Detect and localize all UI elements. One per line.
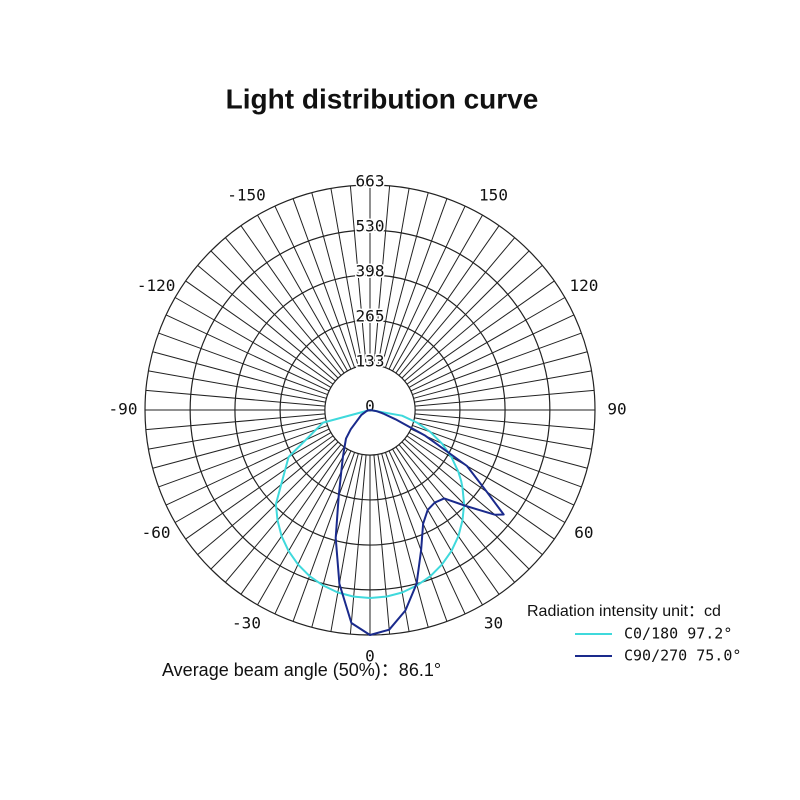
theta-tick-label: 0 bbox=[365, 647, 375, 666]
r-tick-label: 663 bbox=[356, 172, 385, 191]
r-tick-label: 133 bbox=[356, 351, 385, 370]
series-line bbox=[334, 409, 505, 636]
note: Average beam angle (50%)：86.1° bbox=[162, 660, 441, 680]
legend-label: C0/180 97.2° bbox=[624, 625, 732, 643]
ring bbox=[324, 364, 416, 456]
ring bbox=[279, 319, 461, 501]
r-tick-label: 530 bbox=[356, 217, 385, 236]
ring bbox=[234, 274, 506, 546]
theta-tick-label: 150 bbox=[479, 186, 508, 205]
r-tick-label: 0 bbox=[365, 397, 375, 416]
legend-label: C90/270 75.0° bbox=[624, 647, 741, 665]
theta-tick-label: 60 bbox=[574, 523, 593, 542]
theta-tick-label: -60 bbox=[142, 523, 171, 542]
theta-tick-label: -90 bbox=[109, 400, 138, 419]
r-tick-label: 265 bbox=[356, 307, 385, 326]
theta-tick-label: -120 bbox=[137, 276, 176, 295]
theta-tick-label: -30 bbox=[232, 613, 261, 632]
r-tick-label: 398 bbox=[356, 261, 385, 280]
theta-tick-label: -150 bbox=[227, 186, 266, 205]
ring bbox=[189, 229, 551, 591]
legend-title: Radiation intensity unit：cd bbox=[527, 603, 721, 620]
theta-tick-label: 120 bbox=[569, 276, 598, 295]
theta-tick-label: 90 bbox=[607, 400, 626, 419]
chart-title: Light distribution curve bbox=[226, 83, 539, 114]
series-line bbox=[274, 409, 466, 599]
theta-tick-label: 30 bbox=[484, 613, 503, 632]
